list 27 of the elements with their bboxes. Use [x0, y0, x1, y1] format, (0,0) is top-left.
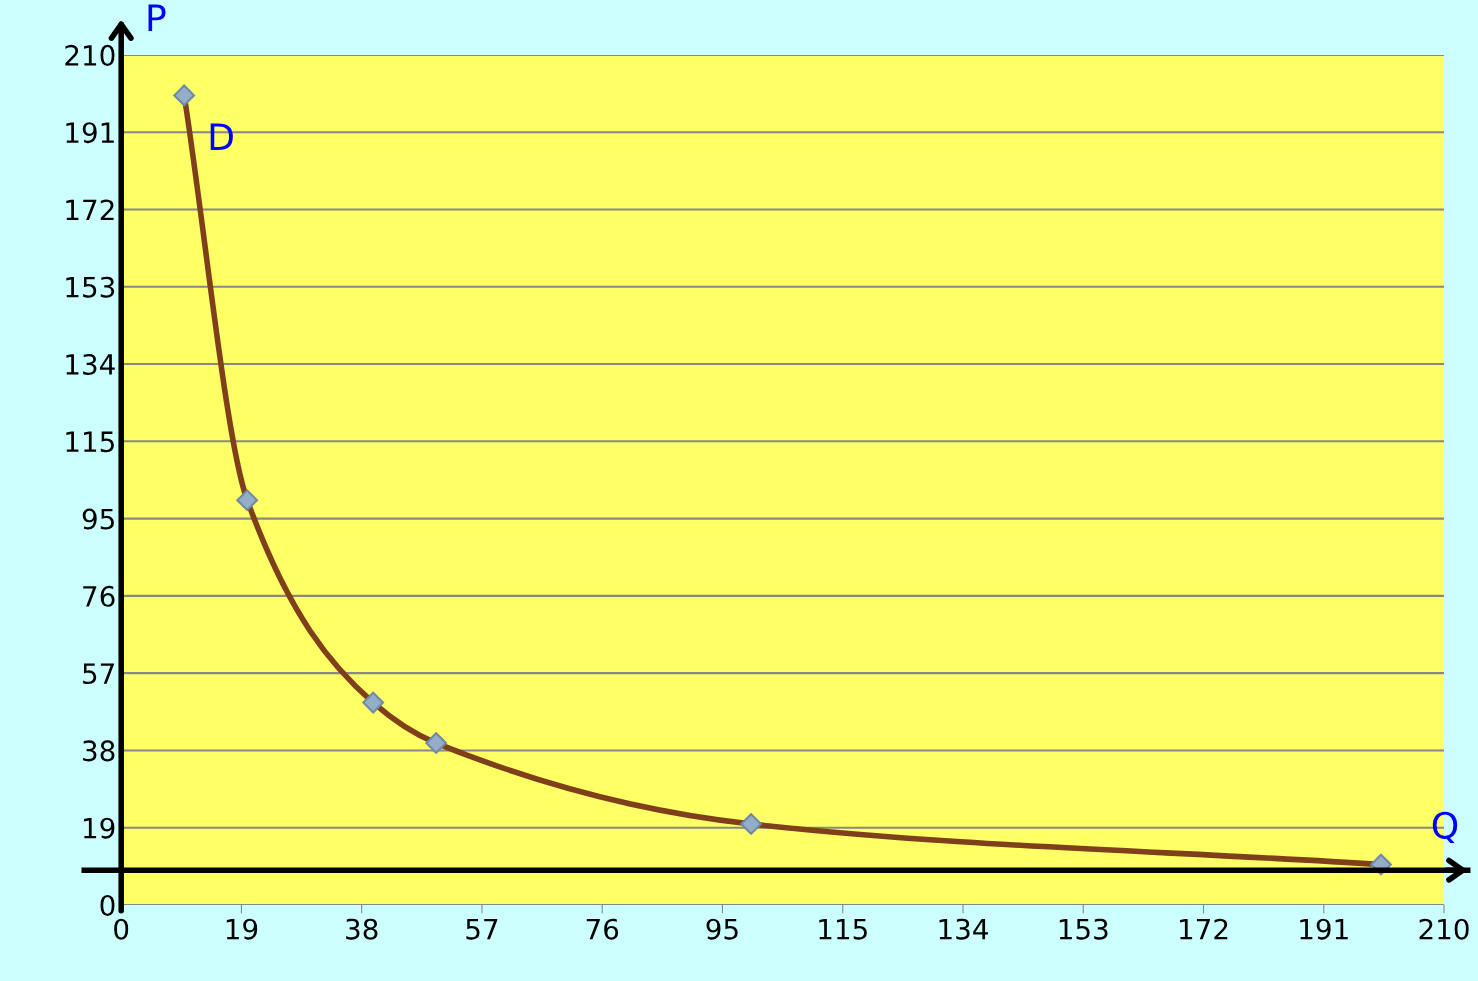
y-tick-label: 115 [66, 431, 114, 453]
y-tick-label: 95 [82, 508, 114, 530]
x-tick-label: 19 [226, 918, 258, 940]
x-tick-label: 57 [466, 919, 498, 940]
y-tick-label: 153 [66, 276, 115, 298]
x-axis-title: Q [1432, 811, 1458, 844]
y-tick-label: 38 [83, 740, 115, 762]
x-tick-label: 172 [1180, 918, 1228, 940]
y-tick-label: 19 [84, 817, 115, 839]
y-tick-label: 191 [66, 122, 114, 144]
x-tick-label: 76 [586, 918, 619, 940]
x-tick-label: 210 [1419, 918, 1469, 940]
x-tick-label: 115 [819, 919, 867, 940]
x-tick-label: 134 [939, 918, 988, 940]
y-tick-label: 57 [83, 663, 114, 685]
x-tick-label: 153 [1059, 918, 1108, 940]
annotation: D [210, 123, 233, 150]
y-tick-label: 0 [100, 894, 115, 916]
x-tick-label: 191 [1300, 918, 1348, 940]
x-tick-label: 38 [346, 918, 378, 940]
y-tick-label: 76 [83, 585, 115, 607]
y-tick-label: 172 [66, 199, 114, 221]
y-tick-label: 134 [66, 353, 115, 375]
x-tick-label: 0 [114, 918, 129, 940]
x-tick-label: 95 [706, 918, 738, 940]
y-axis-title: P [148, 4, 166, 31]
y-tick-label: 210 [65, 44, 115, 66]
